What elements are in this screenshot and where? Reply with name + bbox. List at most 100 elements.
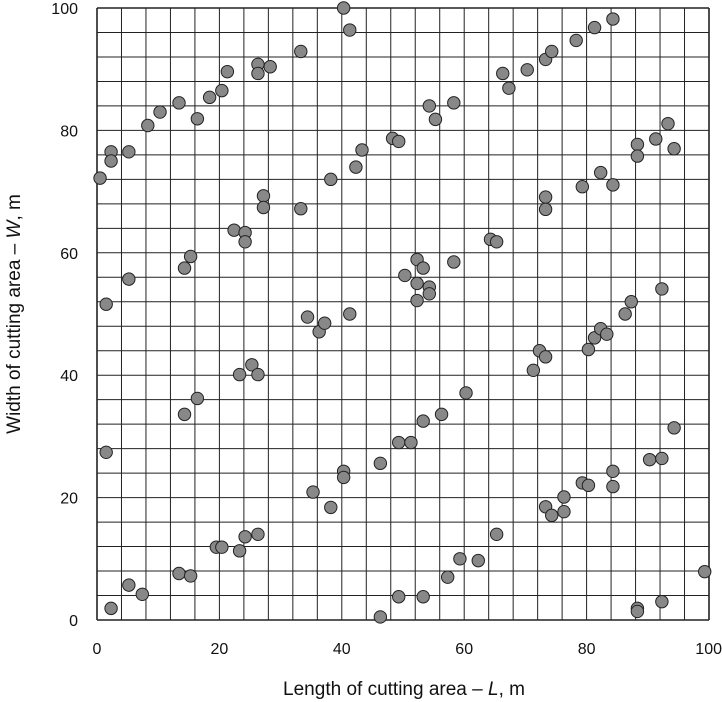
data-point	[502, 81, 516, 95]
data-point	[263, 60, 277, 74]
data-point	[104, 601, 118, 616]
x-axis-label-prefix: Length of cutting area –	[283, 679, 488, 700]
data-point	[202, 90, 217, 105]
data-point	[526, 363, 541, 378]
data-point	[410, 276, 424, 291]
data-point	[122, 578, 136, 592]
data-point	[416, 261, 430, 275]
x-tick-label: 20	[211, 641, 229, 658]
data-point	[317, 316, 332, 330]
data-point	[172, 96, 186, 110]
data-point	[153, 105, 167, 119]
data-point	[538, 350, 553, 364]
data-point	[593, 165, 608, 180]
data-point	[520, 63, 534, 77]
data-point	[471, 553, 485, 568]
data-point	[343, 307, 357, 321]
data-point	[667, 421, 681, 435]
data-point	[404, 435, 418, 450]
x-tick-label: 100	[695, 641, 722, 658]
data-point	[410, 293, 424, 308]
x-axis-label-suffix: , m	[499, 679, 525, 700]
data-point	[606, 479, 620, 494]
data-point	[569, 33, 583, 48]
data-point	[238, 530, 252, 544]
data-point	[649, 132, 663, 146]
data-point	[587, 20, 602, 35]
y-axis-label-symbol: W	[4, 218, 25, 238]
data-point	[600, 327, 614, 341]
data-point	[447, 96, 461, 110]
data-point	[190, 391, 205, 406]
data-point	[135, 587, 149, 601]
data-point	[251, 367, 265, 382]
data-point	[99, 297, 113, 311]
data-point	[630, 604, 645, 619]
data-point	[538, 202, 553, 217]
data-point	[392, 435, 406, 450]
data-point	[496, 66, 510, 81]
y-tick-label: 40	[60, 368, 78, 385]
data-point	[324, 500, 338, 515]
data-point	[538, 190, 553, 204]
x-axis-label: Length of cutting area – L, m	[283, 679, 525, 700]
data-point	[624, 295, 638, 309]
data-point	[422, 287, 437, 301]
data-point	[416, 590, 430, 604]
data-point	[606, 12, 620, 26]
x-axis-ticks: 0 20 40 60 80 100	[93, 641, 722, 658]
data-point	[630, 149, 645, 163]
data-point	[183, 249, 198, 264]
y-axis-label-suffix: , m	[4, 194, 25, 220]
data-point	[655, 282, 669, 296]
data-point	[398, 268, 412, 283]
data-point	[655, 594, 669, 609]
data-point	[238, 235, 252, 249]
data-point	[294, 202, 308, 216]
data-point	[300, 310, 315, 324]
data-point	[122, 145, 136, 159]
data-point	[373, 610, 388, 624]
data-point	[232, 367, 247, 382]
data-point	[141, 118, 155, 133]
data-point	[256, 200, 271, 215]
data-point	[232, 544, 247, 558]
data-point	[294, 44, 308, 59]
data-point	[336, 1, 351, 15]
data-point	[642, 452, 657, 467]
data-point	[630, 137, 645, 152]
data-point	[489, 235, 504, 249]
y-tick-label: 60	[60, 246, 78, 263]
data-point	[557, 504, 571, 519]
data-point	[655, 451, 669, 466]
data-point	[190, 112, 205, 126]
data-point	[177, 261, 192, 275]
x-tick-label: 40	[333, 641, 351, 658]
data-point	[355, 143, 369, 157]
y-tick-label: 80	[60, 123, 78, 140]
data-point	[215, 540, 229, 554]
data-point	[215, 83, 229, 98]
data-point	[440, 570, 455, 584]
data-point	[618, 307, 632, 321]
data-point	[667, 142, 681, 156]
data-points	[93, 1, 712, 624]
data-point	[422, 99, 437, 113]
data-point	[256, 189, 271, 203]
data-point	[581, 478, 596, 493]
data-point	[575, 180, 590, 194]
data-point	[227, 223, 241, 237]
data-point	[459, 386, 473, 400]
data-point	[545, 44, 559, 59]
y-tick-label: 100	[51, 1, 78, 18]
data-point	[349, 160, 363, 174]
data-point	[183, 569, 198, 583]
data-point	[416, 414, 430, 428]
data-point	[245, 358, 259, 372]
data-point	[661, 116, 675, 131]
data-point	[606, 464, 620, 478]
data-point	[434, 407, 449, 422]
data-point	[428, 112, 443, 127]
data-point	[122, 272, 136, 286]
y-axis-label-prefix: Width of cutting area –	[4, 238, 25, 433]
